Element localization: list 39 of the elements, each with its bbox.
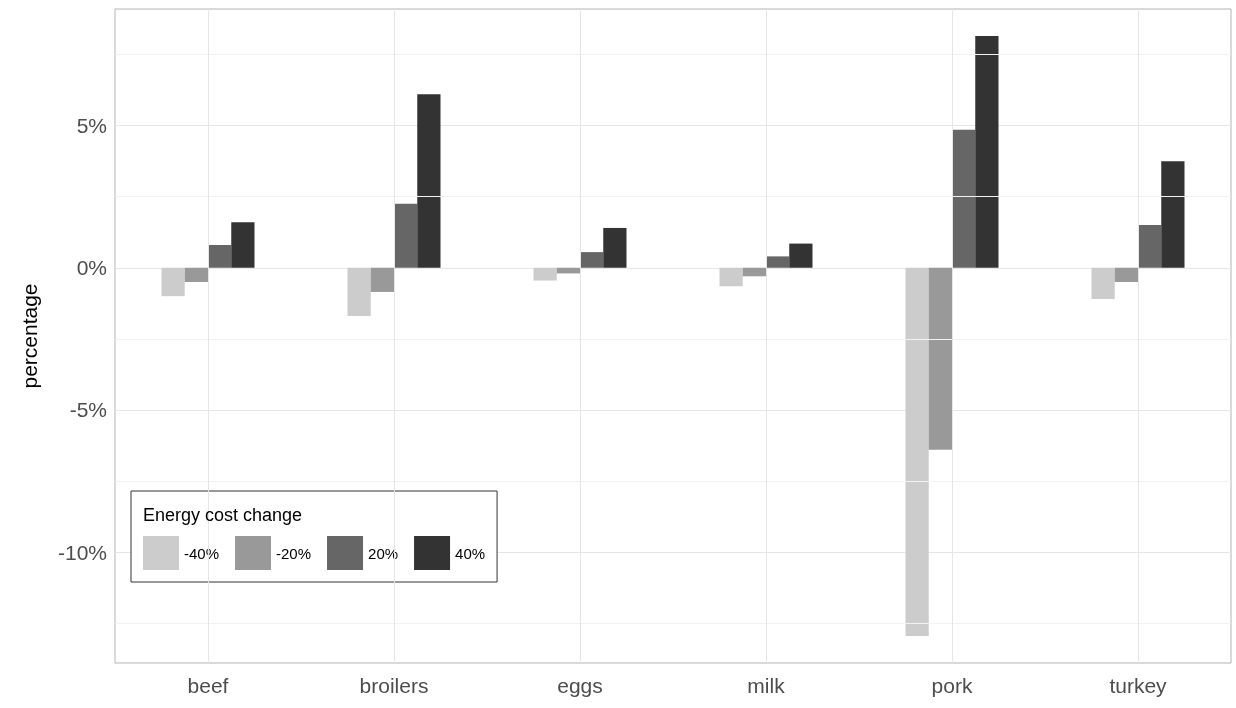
bar xyxy=(208,245,232,268)
bar xyxy=(394,203,418,268)
legend-label: 20% xyxy=(368,544,399,562)
x-tick-label: pork xyxy=(931,674,973,697)
bar xyxy=(603,227,627,268)
bar xyxy=(719,267,743,287)
legend-label: -40% xyxy=(184,544,220,562)
legend-title: Energy cost change xyxy=(143,505,303,525)
y-tick-label: -10% xyxy=(57,540,107,564)
x-tick-label: beef xyxy=(187,674,229,697)
bar xyxy=(742,267,766,277)
bar xyxy=(580,252,604,268)
bar xyxy=(347,267,371,317)
bar xyxy=(1138,225,1162,268)
bar xyxy=(789,243,813,268)
legend-label: -20% xyxy=(276,544,312,562)
bar xyxy=(1114,267,1138,282)
bar xyxy=(975,36,999,268)
y-tick-label: -5% xyxy=(69,398,107,422)
bar xyxy=(766,256,790,268)
bar xyxy=(928,267,952,450)
bar xyxy=(1161,161,1185,268)
bar xyxy=(533,267,557,281)
x-tick-label: turkey xyxy=(1109,674,1168,697)
y-tick-label: 0% xyxy=(76,256,107,280)
bar xyxy=(231,222,255,268)
x-tick-label: broilers xyxy=(359,674,429,697)
bar xyxy=(417,94,441,268)
legend-label: 40% xyxy=(455,544,486,562)
y-axis-title: percentage xyxy=(18,283,41,389)
x-tick-label: milk xyxy=(747,674,786,697)
x-tick-label: eggs xyxy=(557,674,603,697)
bar xyxy=(370,267,394,292)
bar xyxy=(905,267,929,636)
y-tick-label: 5% xyxy=(76,114,107,138)
bar xyxy=(161,267,185,297)
bar xyxy=(184,267,208,282)
bar xyxy=(1091,267,1115,300)
bar xyxy=(952,129,976,268)
